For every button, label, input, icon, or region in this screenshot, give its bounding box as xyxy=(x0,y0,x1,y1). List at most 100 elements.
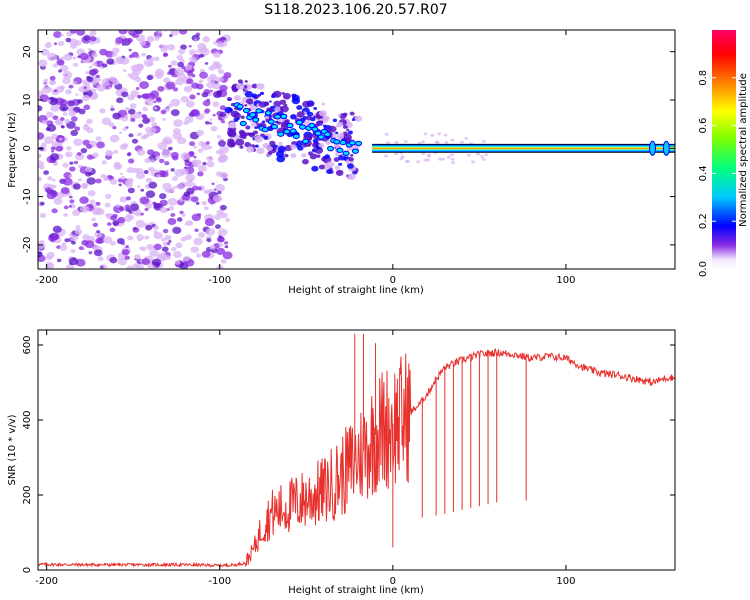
spectrogram-cell xyxy=(204,218,215,227)
spectrogram-cell xyxy=(145,190,156,199)
spectrogram-cell xyxy=(63,53,73,61)
spectrogram-cell xyxy=(53,89,58,93)
spectrogram-cell xyxy=(132,167,139,173)
spectrogram-cell xyxy=(60,65,69,72)
spectrogram-cell xyxy=(54,119,61,124)
spectrogram-cell xyxy=(217,140,227,147)
spectrogram-cell xyxy=(420,140,425,144)
spectrogram-cell xyxy=(268,100,272,103)
spectrogram-cell xyxy=(99,265,104,269)
spectrogram-cell xyxy=(167,198,178,206)
spectrogram-cell xyxy=(135,212,141,217)
spectrogram-cell xyxy=(342,125,348,129)
spectrogram-cell xyxy=(93,49,97,53)
spectrogram-cell xyxy=(240,115,245,120)
spectrogram-cell xyxy=(104,149,113,157)
spectrogram-cell xyxy=(109,76,116,82)
spectrogram-cell xyxy=(195,253,202,258)
spectrogram-cell xyxy=(164,255,172,261)
spectrogram-cell xyxy=(470,160,475,164)
spectrogram-cell xyxy=(273,100,282,107)
spectrogram-cell xyxy=(179,30,188,35)
spectrogram-cell xyxy=(110,241,116,246)
spectrogram-cell xyxy=(213,41,218,45)
spectrogram-cell xyxy=(81,182,89,189)
spectrogram-cell xyxy=(127,152,132,156)
spectrogram-cell xyxy=(167,146,173,151)
spectrogram-cell xyxy=(307,144,311,147)
spectrogram-cell xyxy=(194,38,198,41)
spectrogram-cell xyxy=(139,40,147,46)
spectrogram-cell xyxy=(149,249,159,257)
colorbar: 0.0 0.2 0.4 0.6 0.8 Normalized spectral ampl… xyxy=(698,30,749,277)
spectrogram-cell xyxy=(134,254,141,260)
spectrogram-cell xyxy=(139,246,143,250)
spectrogram-cell xyxy=(86,154,94,160)
spectrogram-cell xyxy=(202,100,211,107)
spectrogram-cell xyxy=(109,257,118,264)
spectrogram-cell xyxy=(197,165,207,173)
spectrogram-cell xyxy=(201,200,208,206)
spectrogram-cell xyxy=(48,97,59,106)
spectrogram-cell xyxy=(56,59,65,66)
spectrogram-cell xyxy=(45,111,54,118)
spectrogram-cell xyxy=(321,157,327,162)
spectrogram-cell xyxy=(76,152,82,156)
spectrogram-cell xyxy=(178,48,186,55)
spectrogram-cell xyxy=(435,140,440,144)
spectrogram-cell xyxy=(112,47,120,54)
spectrogram-cell xyxy=(52,225,62,233)
spectrogram-cell xyxy=(224,245,229,249)
spectrogram-cell xyxy=(141,114,147,118)
x-tick-label: 0 xyxy=(390,576,396,587)
spectrogram-cell xyxy=(45,127,51,132)
spectrogram-cell xyxy=(167,71,171,75)
x-tick-label: -200 xyxy=(35,576,58,587)
spectrogram-cell xyxy=(399,157,404,161)
spectrogram-cell xyxy=(130,90,140,98)
spectrogram-cell xyxy=(451,161,456,165)
spectrogram-cell xyxy=(206,161,215,168)
spectrogram-peak xyxy=(351,148,359,154)
spectrogram-cell xyxy=(73,138,83,147)
spectrogram-cell xyxy=(101,160,107,165)
spectrogram-cell xyxy=(215,184,225,192)
spectrogram-cell xyxy=(70,249,76,254)
spectrogram-cell xyxy=(205,227,216,236)
snr-series xyxy=(38,333,675,569)
spectrogram-peak xyxy=(267,119,275,125)
spectrogram-peak xyxy=(295,119,303,126)
spectrogram-cell xyxy=(163,77,171,84)
spectrogram-cell xyxy=(172,87,179,92)
spectrogram-cell xyxy=(72,56,77,60)
spectrogram-cell xyxy=(117,257,128,266)
y-tick-label: -20 xyxy=(22,237,33,253)
spectrogram-cell xyxy=(233,95,241,101)
spectrogram-cell xyxy=(66,146,72,151)
spectrogram-cell xyxy=(282,92,291,100)
spectrogram-cell xyxy=(83,104,91,111)
spectrogram-cell xyxy=(306,102,311,106)
spectrogram-cell xyxy=(60,186,70,195)
x-tick-label: -200 xyxy=(35,275,58,286)
spectrogram-cell xyxy=(127,73,132,77)
spectrogram-cell xyxy=(41,64,45,67)
spectrogram-cell xyxy=(214,81,219,84)
spectrogram-cell xyxy=(86,177,96,185)
spectrogram-cell xyxy=(108,86,112,90)
spectrogram-cell xyxy=(145,203,153,209)
spectrogram-cell xyxy=(184,234,192,241)
spectrogram-cell xyxy=(307,151,313,156)
spectrogram-cell xyxy=(337,113,341,117)
spectrogram-cell xyxy=(131,138,139,144)
spectrogram-cell xyxy=(157,85,165,92)
spectrogram-cell xyxy=(180,152,191,160)
spectrogram-cell xyxy=(216,135,221,139)
spectrogram-cell xyxy=(140,188,145,192)
spectrogram-peak xyxy=(348,140,356,146)
spectrogram-cell xyxy=(404,159,409,163)
spectrogram-cell xyxy=(115,37,124,44)
spectrogram-cell xyxy=(121,249,130,256)
